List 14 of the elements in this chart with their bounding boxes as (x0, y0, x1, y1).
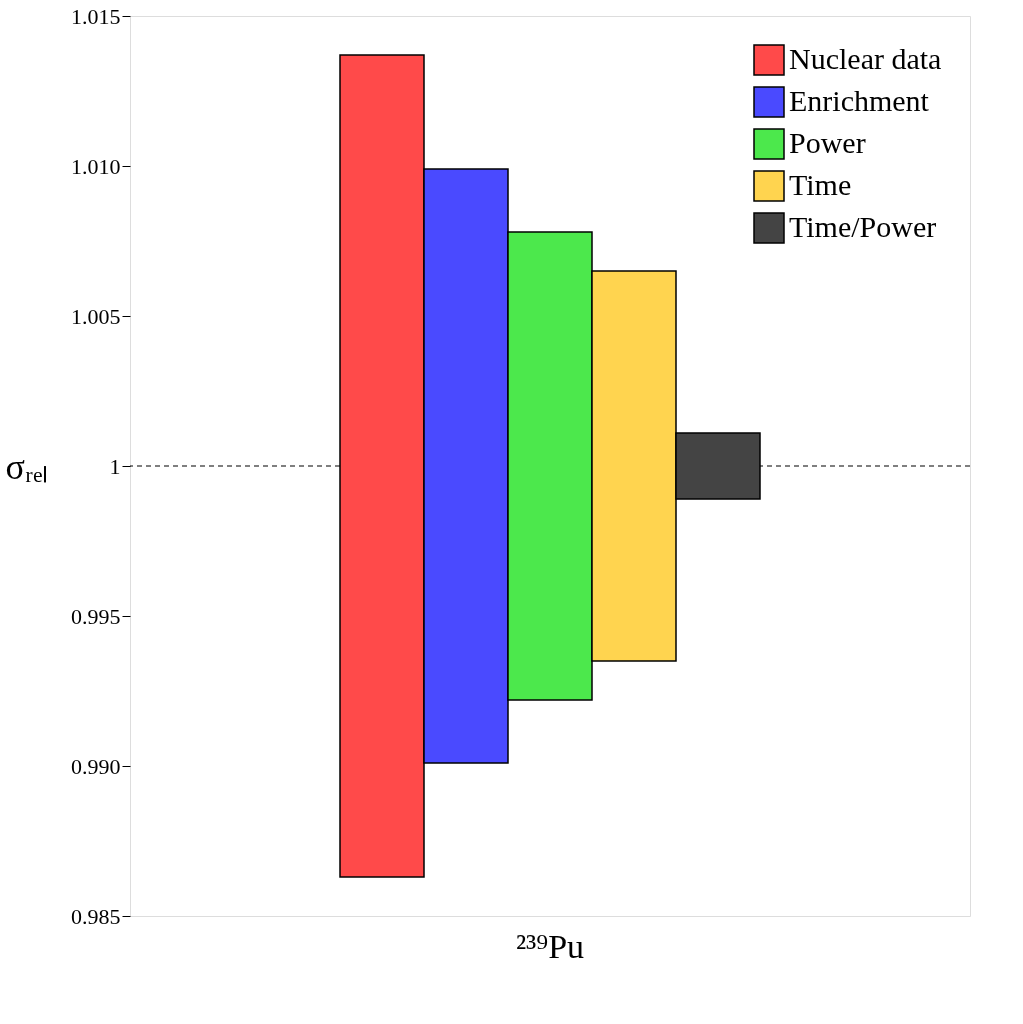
x-tick-label: ²³⁹Pu (515, 927, 585, 965)
legend-label: Nuclear data (789, 42, 942, 75)
y-axis-title: σᵣₑₗ (5, 446, 49, 487)
y-tick-label: 0.985 (71, 903, 121, 929)
y-tick-label: 0.990 (71, 753, 121, 779)
legend-label: Power (789, 126, 866, 159)
legend-label: Enrichment (789, 84, 930, 117)
y-tick-label: 1.015 (71, 3, 121, 29)
y-tick-label: 1.010 (71, 153, 121, 179)
y-tick-label: 0.995 (71, 603, 121, 629)
legend-label: Time (789, 168, 852, 201)
y-tick-label: 1.005 (71, 303, 121, 329)
legend-label: Time/Power (789, 210, 937, 243)
y-tick-label: 1 (109, 453, 121, 479)
